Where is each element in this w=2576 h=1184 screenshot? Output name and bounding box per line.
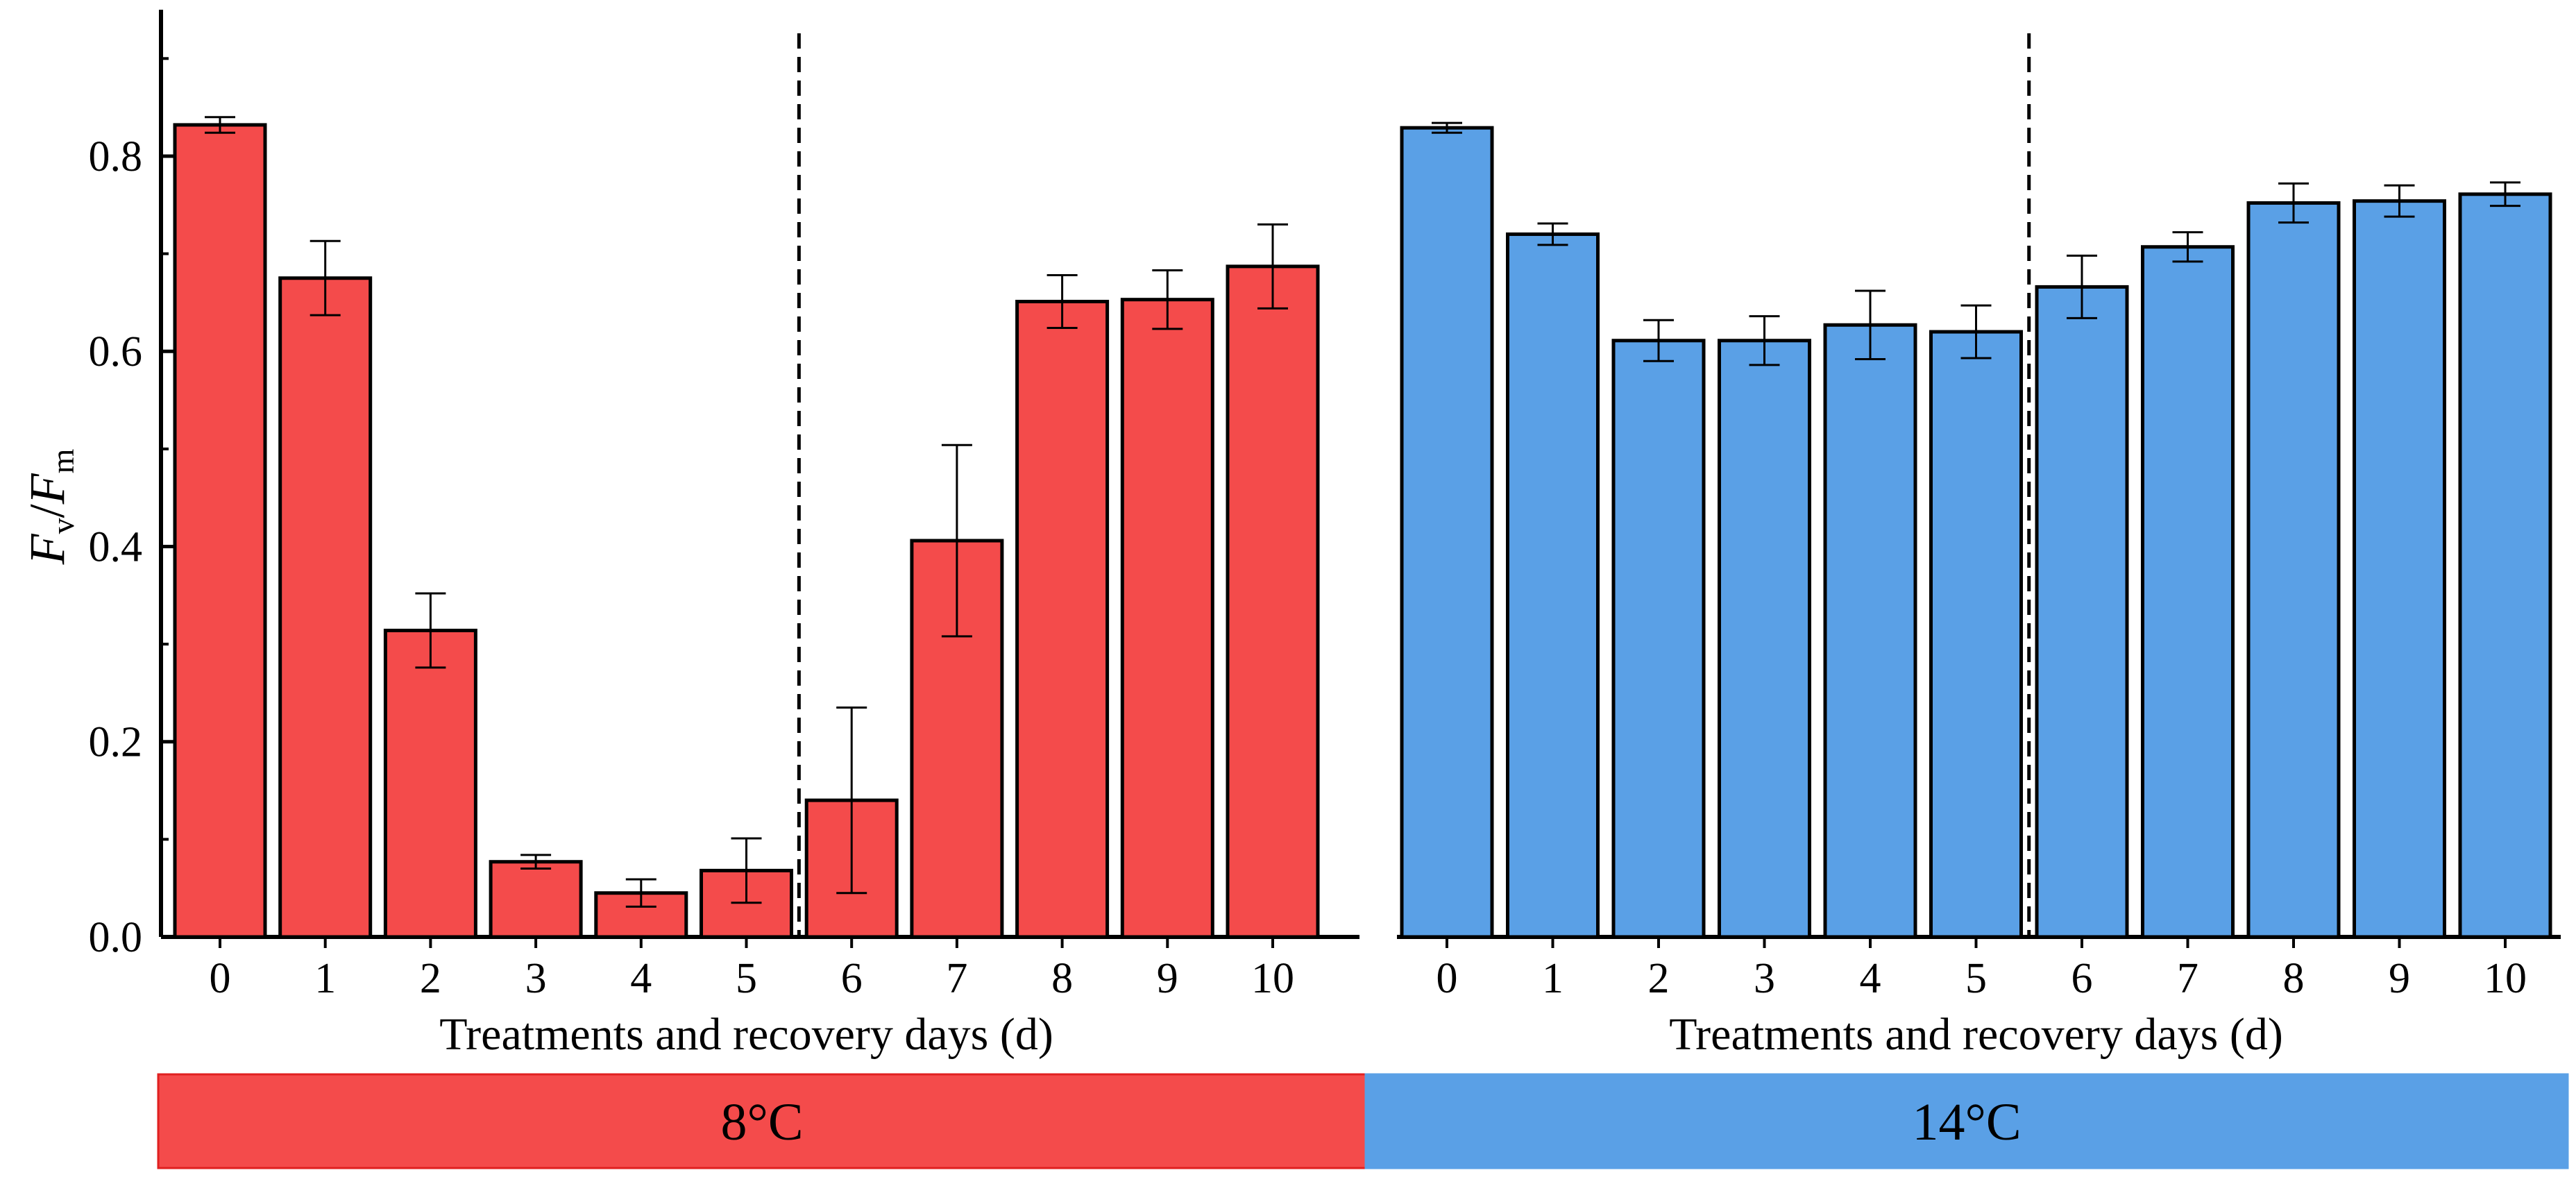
x-tick-label: 5 (736, 955, 757, 1002)
x-tick-label: 8 (2283, 955, 2305, 1002)
bar (1506, 232, 1600, 939)
temperature-band-1 (1364, 1073, 2569, 1169)
x-tick-label: 4 (630, 955, 652, 1002)
bar (2141, 245, 2235, 939)
bar (383, 628, 477, 939)
axis-break (1359, 935, 1397, 940)
bar (1718, 339, 1811, 939)
temperature-bands: 8°C 14°C (157, 1073, 2569, 1169)
temperature-band-label: 14°C (1912, 1093, 2021, 1151)
x-tick-label: 10 (1251, 955, 1294, 1002)
bar (2458, 192, 2552, 939)
bar (1823, 323, 1917, 939)
bar (2035, 285, 2129, 939)
x-axis-title: Treatments and recovery days (d) (439, 1009, 1053, 1060)
x-tick-label: 0 (1437, 955, 1458, 1002)
y-ticks: 0.0 0.2 0.4 0.6 0.8 (89, 57, 173, 961)
bar (1015, 299, 1110, 939)
x-tick-label: 6 (841, 955, 863, 1002)
x-tick-label: 8 (1051, 955, 1073, 1002)
bar (2246, 201, 2341, 939)
x-tick-label: 9 (1157, 955, 1178, 1002)
y-tick-label: 0.0 (89, 914, 143, 961)
y-tick-label: 0.6 (89, 328, 143, 375)
panel-14c: 0 1 2 3 4 5 6 7 8 9 10 Treatments and recovery days… (1400, 33, 2552, 1060)
x-tick-label: 1 (314, 955, 336, 1002)
bar (1226, 264, 1320, 939)
x-tick-label: 5 (1965, 955, 1987, 1002)
x-axis-title: Treatments and recovery days (d) (1669, 1009, 2283, 1060)
y-axis-title: Fv/Fm (19, 448, 80, 565)
x-tick-label: 1 (1542, 955, 1564, 1002)
x-tick-label: 2 (1648, 955, 1670, 1002)
bar (1120, 298, 1214, 939)
x-tick-label: 2 (420, 955, 441, 1002)
x-tick-label: 0 (210, 955, 231, 1002)
y-tick-label: 0.2 (89, 719, 143, 766)
y-tick-label: 0.8 (89, 133, 143, 180)
bar (278, 276, 373, 939)
x-tick-label: 7 (946, 955, 967, 1002)
x-tick-label: 9 (2389, 955, 2410, 1002)
x-tick-label: 3 (1754, 955, 1775, 1002)
bar (1929, 330, 2023, 939)
bar (1611, 339, 1706, 939)
bar (1400, 126, 1494, 939)
x-tick-label: 3 (525, 955, 547, 1002)
bar (489, 860, 583, 939)
x-tick-label: 7 (2177, 955, 2198, 1002)
bar (2353, 199, 2446, 939)
panel-8c: 0 1 2 3 4 5 6 7 8 9 10 Treatments and recovery days… (173, 33, 1397, 1060)
temperature-band-label: 8°C (720, 1093, 803, 1151)
x-tick-label: 4 (1860, 955, 1881, 1002)
bar (173, 123, 267, 939)
x-tick-label: 6 (2071, 955, 2093, 1002)
x-tick-label: 10 (2484, 955, 2527, 1002)
y-tick-label: 0.4 (89, 523, 143, 570)
